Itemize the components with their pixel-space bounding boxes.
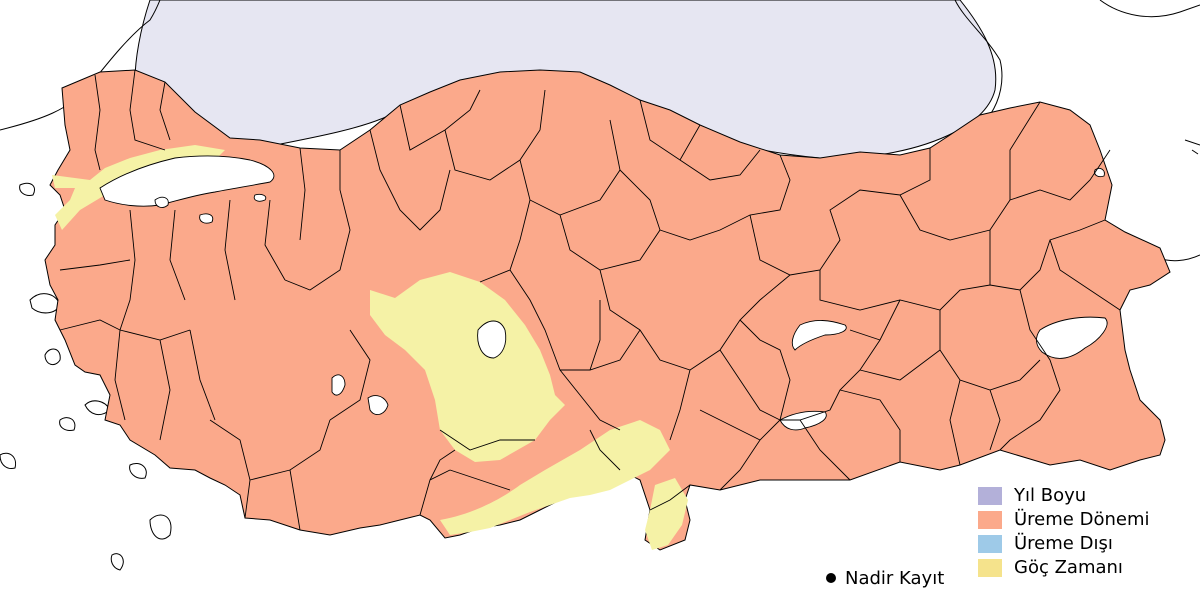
neighbor-land-northeast (954, 0, 1200, 155)
legend: Yıl Boyu Üreme Dönemi Üreme Dışı Göç Zam… (978, 487, 1149, 577)
lake-uluabat (154, 196, 169, 208)
rare-record-label: Nadir Kayıt (845, 567, 945, 589)
legend-item-non-breeding: Üreme Dışı (978, 535, 1149, 553)
legend-label-breeding: Üreme Dönemi (1014, 509, 1150, 530)
legend-item-breeding: Üreme Dönemi (978, 511, 1149, 529)
legend-item-migration: Göç Zamanı (978, 559, 1149, 577)
migration-zone-south (440, 420, 670, 535)
migration-zone-thrace (52, 145, 225, 230)
lake-iznik (199, 213, 214, 224)
neighbor-land-north (0, 0, 161, 131)
lake-tuz (477, 320, 507, 359)
lake-sapanca (253, 193, 267, 202)
legend-swatch-breeding (978, 511, 1002, 529)
lake-egirdir (331, 374, 346, 396)
province-boundaries (59, 69, 1121, 531)
lake-beysehir (367, 395, 389, 416)
lake-cildir (1094, 167, 1105, 178)
lake-van (1036, 316, 1108, 359)
migration-zone-hatay (645, 478, 688, 550)
rare-record-dot-icon (826, 573, 836, 583)
legend-label-year-round: Yıl Boyu (1014, 485, 1087, 506)
legend-swatch-year-round (978, 487, 1002, 505)
legend-label-non-breeding: Üreme Dışı (1014, 533, 1113, 554)
legend-swatch-migration (978, 559, 1002, 577)
rare-record-legend: Nadir Kayıt (826, 567, 945, 589)
migration-zone-central (370, 272, 565, 462)
legend-swatch-non-breeding (978, 535, 1002, 553)
lake-ataturk (779, 410, 827, 431)
legend-item-year-round: Yıl Boyu (978, 487, 1149, 505)
legend-label-migration: Göç Zamanı (1014, 557, 1123, 578)
lake-keban (791, 320, 847, 351)
